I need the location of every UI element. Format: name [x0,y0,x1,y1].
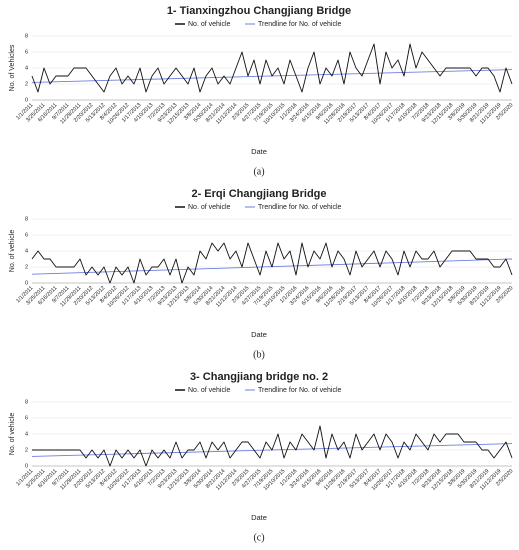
legend-label: No. of vehicle [188,387,231,394]
caption: (b) [253,349,265,360]
legend-label: No. of vehicle [188,21,231,28]
y-axis-label: No. of Vehicles [9,44,16,91]
y-tick-label: 2 [25,447,28,453]
legend-label: Trendline for No. of vehicle [258,387,341,394]
y-tick-label: 8 [25,33,28,39]
y-tick-label: 0 [25,463,28,469]
caption: (a) [253,166,264,177]
legend-label: No. of vehicle [188,204,231,211]
y-tick-label: 6 [25,49,28,55]
y-axis-label: No. of vehicle [9,230,16,273]
legend-label: Trendline for No. of vehicle [258,21,341,28]
data-line [32,425,513,467]
caption: (c) [253,532,264,543]
chart-title: 2- Erqi Changjiang Bridge [191,188,326,200]
y-tick-label: 8 [25,216,28,222]
y-tick-label: 4 [25,65,28,71]
y-tick-label: 4 [25,248,28,254]
y-tick-label: 8 [25,399,28,405]
legend-label: Trendline for No. of vehicle [258,204,341,211]
y-tick-label: 0 [25,97,28,103]
x-axis-label: Date [251,330,267,339]
y-tick-label: 2 [25,264,28,270]
x-axis-label: Date [251,147,267,156]
y-tick-label: 6 [25,232,28,238]
data-line [31,242,513,284]
x-axis-label: Date [251,513,267,522]
y-tick-label: 0 [25,280,28,286]
y-axis-label: No. of vehicle [9,413,16,456]
chart-title: 3- Changjiang bridge no. 2 [190,371,328,383]
data-line [31,43,513,93]
y-tick-label: 2 [25,81,28,87]
y-tick-label: 6 [25,415,28,421]
y-tick-label: 4 [25,431,28,437]
chart-title: 1- Tianxingzhou Changjiang Bridge [167,5,351,17]
